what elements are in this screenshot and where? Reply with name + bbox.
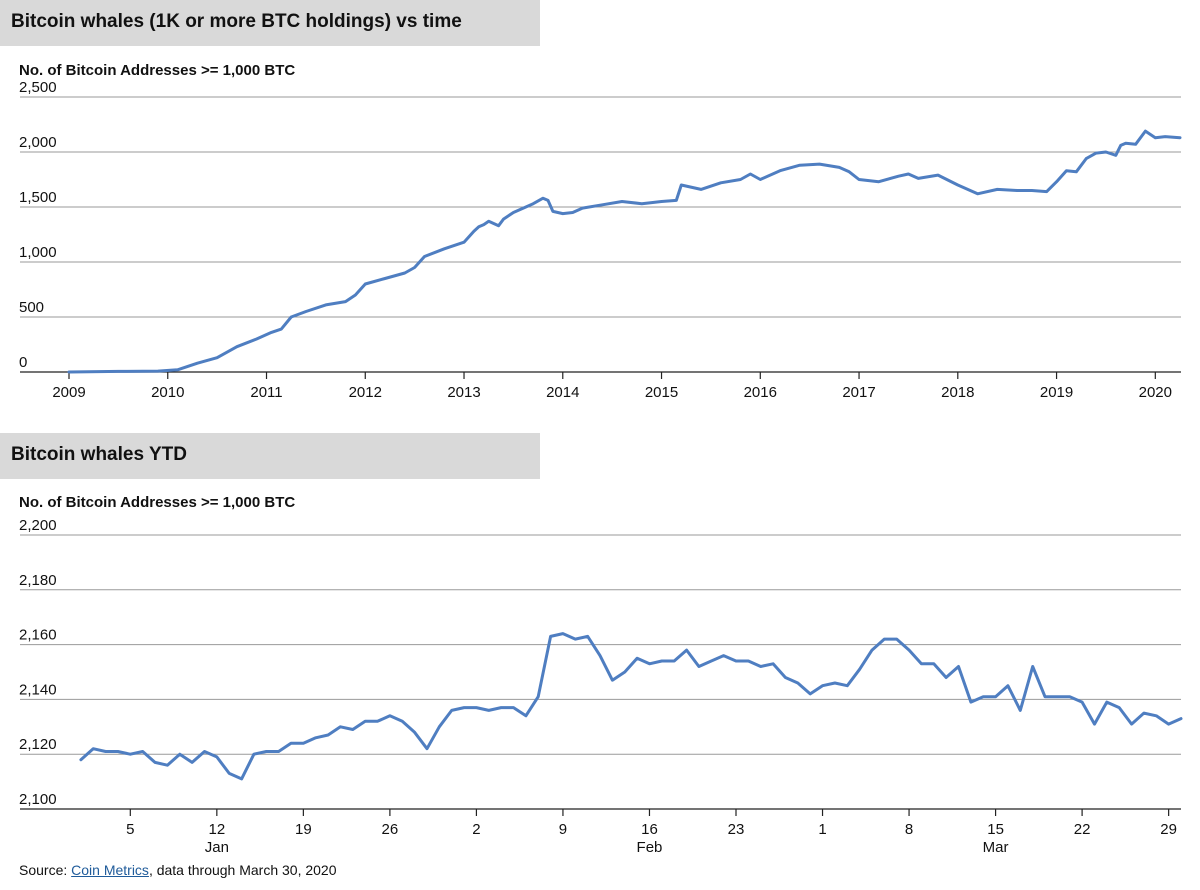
chart1-x-tick-label: 2013 [447, 384, 480, 401]
chart2-x-tick-label: 22 [1074, 821, 1091, 838]
source-suffix: , data through March 30, 2020 [148, 862, 337, 878]
chart2-x-tick-label: 26 [382, 821, 399, 838]
chart1-title-banner: Bitcoin whales (1K or more BTC holdings)… [0, 0, 540, 46]
chart1-x-tick-label: 2015 [645, 384, 678, 401]
chart1-title: Bitcoin whales (1K or more BTC holdings)… [11, 11, 462, 32]
chart2-x-tick-label: 16 [641, 821, 658, 838]
chart2-y-tick-label: 2,180 [19, 572, 57, 589]
chart2-x-tick-label: 15 [987, 821, 1004, 838]
chart2-x-tick-label: 9 [559, 821, 567, 838]
chart2-y-tick-label: 2,100 [19, 791, 57, 808]
source-note: Source: Coin Metrics, data through March… [19, 862, 337, 878]
source-prefix: Source: [19, 862, 72, 878]
chart1-y-tick-label: 1,500 [19, 189, 57, 206]
chart1-x-tick-label: 2011 [250, 384, 282, 401]
chart1-x-tick-label: 2012 [349, 384, 382, 401]
chart1-plot: No. of Bitcoin Addresses >= 1,000 BTC 0 5… [19, 62, 1182, 401]
chart1-y-tick-label: 500 [19, 299, 44, 316]
chart1-x-tick-label: 2009 [52, 384, 85, 401]
chart2-month-label: Mar [983, 839, 1009, 856]
chart2-x-tick-label: 29 [1160, 821, 1177, 838]
chart2-y-tick-label: 2,160 [19, 627, 57, 644]
chart1-x-tick-label: 2014 [546, 384, 579, 401]
chart1-y-tick-label: 0 [19, 354, 27, 371]
chart1-y-tick-label: 2,000 [19, 134, 57, 151]
chart2-x-tick-label: 5 [126, 821, 134, 838]
chart2-y-tick-label: 2,120 [19, 736, 57, 753]
chart1-x-tick-label: 2010 [151, 384, 184, 401]
chart2-title: Bitcoin whales YTD [11, 444, 187, 465]
chart2-plot: No. of Bitcoin Addresses >= 1,000 BTC 2,… [19, 494, 1183, 856]
chart2-month-label: Jan [205, 839, 229, 856]
chart1-x-tick-label: 2019 [1040, 384, 1073, 401]
chart2-x-tick-label: 12 [208, 821, 225, 838]
chart2-month-label: Feb [637, 839, 663, 856]
chart2-x-tick-label: 8 [905, 821, 913, 838]
chart2-y-tick-label: 2,200 [19, 517, 57, 534]
chart1-x-tick-label: 2016 [744, 384, 777, 401]
source-link[interactable]: Coin Metrics [71, 862, 149, 878]
chart1-y-tick-label: 2,500 [19, 79, 57, 96]
chart2-series-line [79, 632, 1183, 781]
chart1-y-tick-label: 1,000 [19, 244, 57, 261]
chart1-x-tick-label: 2020 [1139, 384, 1172, 401]
chart2-x-tick-label: 23 [728, 821, 745, 838]
chart2-y-axis-label: No. of Bitcoin Addresses >= 1,000 BTC [19, 494, 295, 511]
chart1-y-axis-label: No. of Bitcoin Addresses >= 1,000 BTC [19, 62, 295, 79]
chart1-series-line [67, 129, 1182, 374]
chart2-x-tick-label: 2 [472, 821, 480, 838]
chart1-x-tick-label: 2017 [842, 384, 875, 401]
chart2-x-tick-label: 1 [818, 821, 826, 838]
chart1-x-tick-label: 2018 [941, 384, 974, 401]
chart2-x-tick-label: 19 [295, 821, 312, 838]
chart2-title-banner: Bitcoin whales YTD [0, 433, 540, 479]
chart2-y-tick-label: 2,140 [19, 681, 57, 698]
